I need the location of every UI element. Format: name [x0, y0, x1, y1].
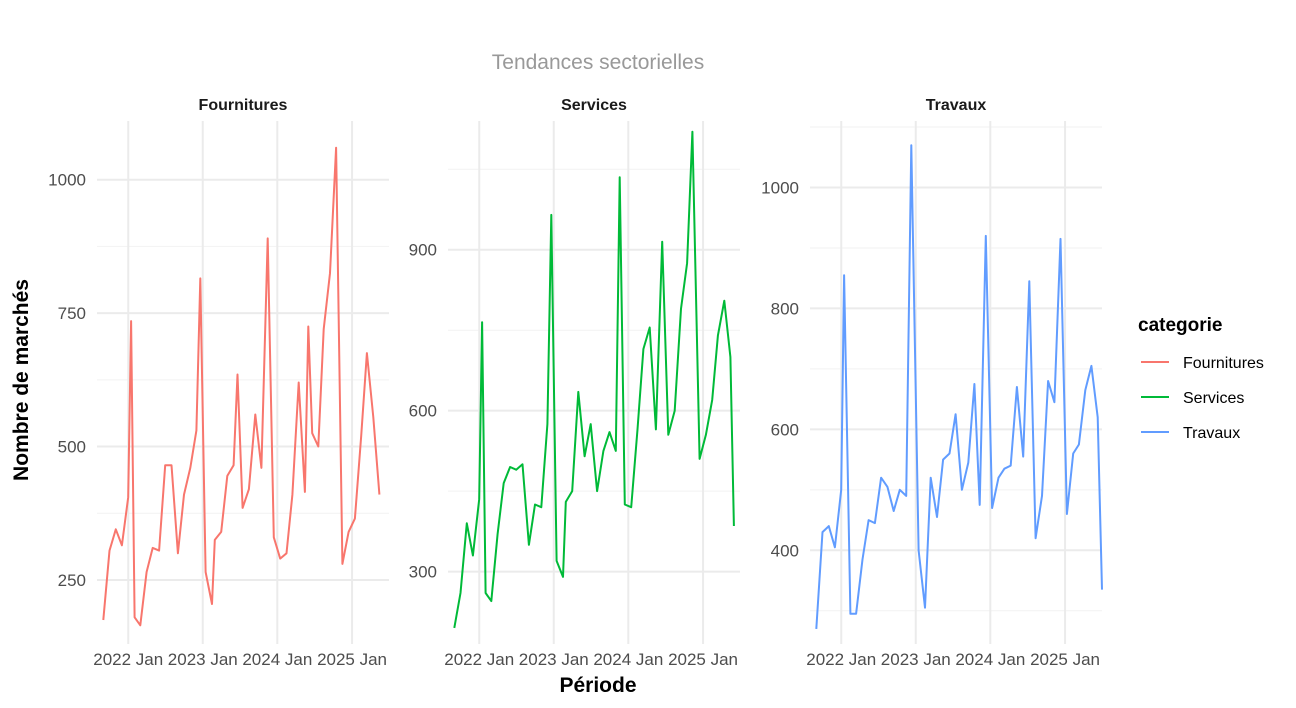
- legend-label-travaux: Travaux: [1183, 425, 1240, 442]
- y-tick-label: 250: [58, 571, 86, 590]
- facet-label: Services: [561, 97, 627, 114]
- x-tick-label: 2023 Jan: [519, 650, 589, 669]
- x-tick-label: 2024 Jan: [593, 650, 663, 669]
- x-tick-label: 2025 Jan: [317, 650, 387, 669]
- y-tick-label: 900: [409, 241, 437, 260]
- y-tick-label: 500: [58, 438, 86, 457]
- series-line-services: [453, 130, 735, 629]
- y-axis-title: Nombre de marchés: [10, 279, 33, 481]
- series-line-fournitures: [102, 146, 381, 627]
- x-tick-label: 2022 Jan: [93, 650, 163, 669]
- y-tick-label: 600: [409, 402, 437, 421]
- x-tick-label: 2024 Jan: [242, 650, 312, 669]
- y-tick-label: 400: [771, 541, 799, 560]
- series-line-travaux: [815, 144, 1103, 629]
- panel-services: 300 600 900 2022 Jan 2023 Jan 2024 Jan 2025 Ja…: [409, 97, 740, 669]
- facet-label: Travaux: [926, 97, 987, 114]
- x-tick-label: 2023 Jan: [168, 650, 238, 669]
- legend: categorie Fournitures Services Travaux: [1138, 315, 1264, 442]
- panel-travaux: 400 600 800 1000 2022 Jan 2023 Jan 2024 Jan 202…: [761, 97, 1103, 669]
- x-tick-label: 2025 Jan: [1030, 650, 1100, 669]
- legend-label-fournitures: Fournitures: [1183, 355, 1264, 372]
- panel-fournitures: 250 500 750 1000 2022 Jan 2023 Jan 2024 Jan 202…: [48, 97, 389, 669]
- legend-label-services: Services: [1183, 390, 1244, 407]
- legend-title: categorie: [1138, 315, 1222, 336]
- x-axis-title: Période: [559, 674, 636, 697]
- y-tick-label: 300: [409, 563, 437, 582]
- x-tick-label: 2024 Jan: [955, 650, 1025, 669]
- facet-label: Fournitures: [199, 97, 288, 114]
- y-tick-label: 1000: [761, 179, 799, 198]
- chart-title: Tendances sectorielles: [492, 51, 704, 74]
- y-tick-label: 600: [771, 420, 799, 439]
- x-tick-label: 2022 Jan: [444, 650, 514, 669]
- x-tick-label: 2025 Jan: [668, 650, 738, 669]
- y-tick-label: 750: [58, 304, 86, 323]
- x-tick-label: 2022 Jan: [806, 650, 876, 669]
- y-tick-label: 800: [771, 299, 799, 318]
- y-tick-label: 1000: [48, 171, 86, 190]
- x-tick-label: 2023 Jan: [881, 650, 951, 669]
